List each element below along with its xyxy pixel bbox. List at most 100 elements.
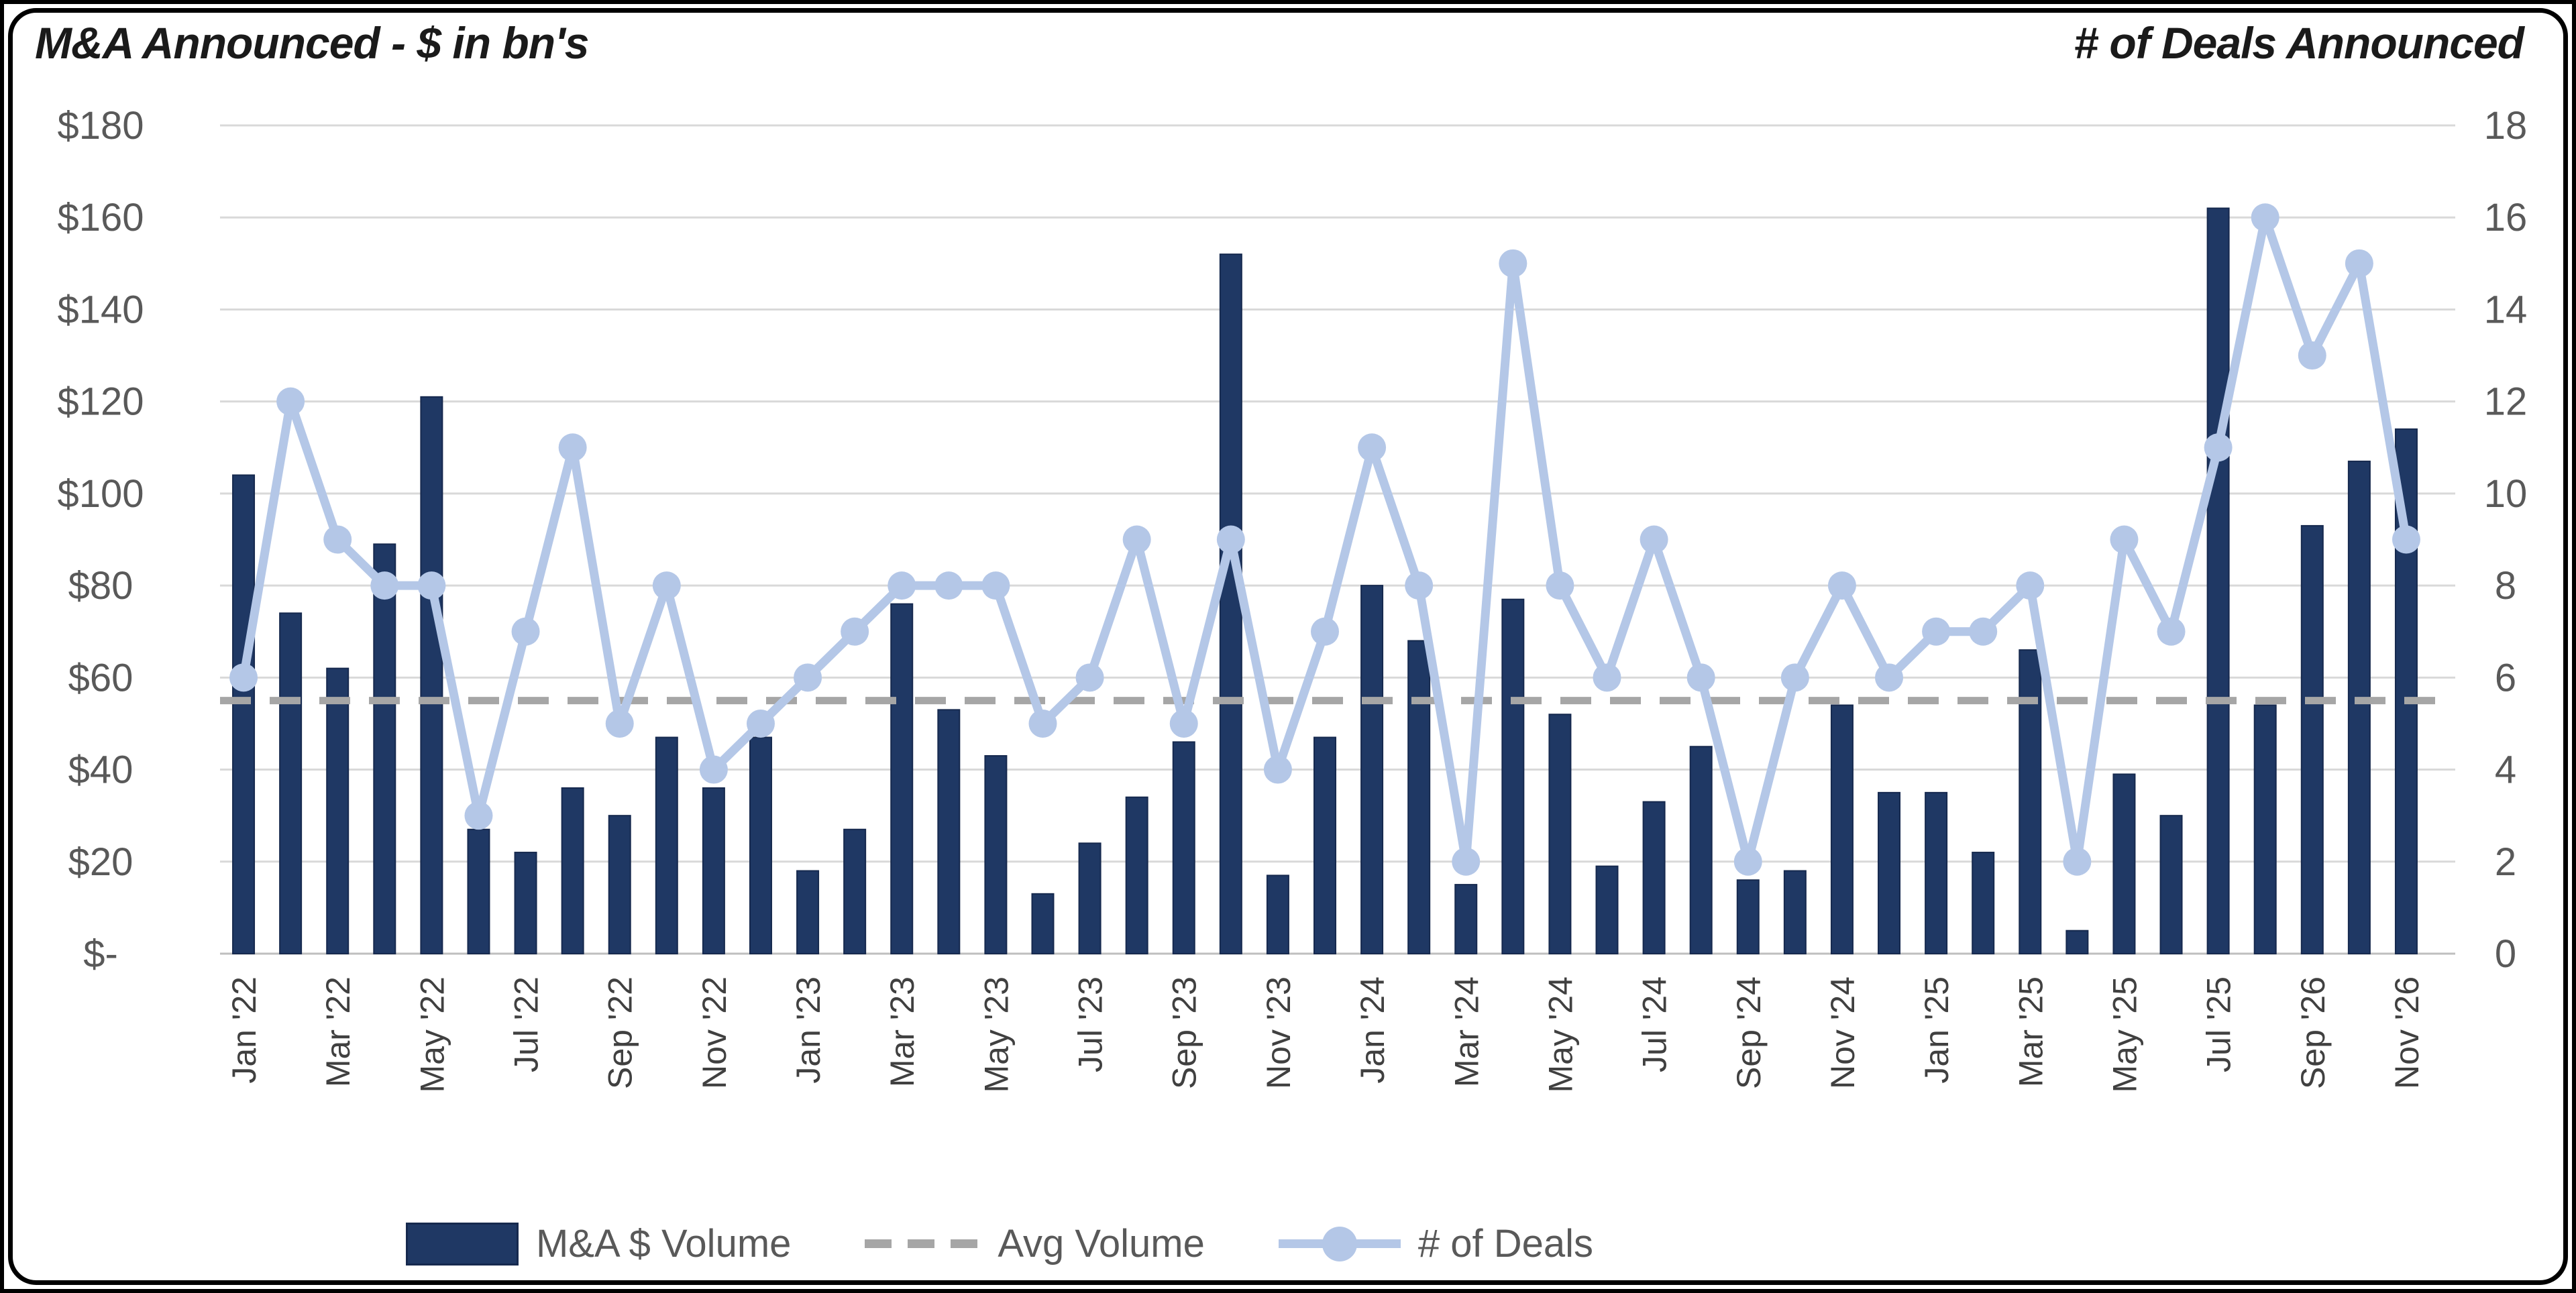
volume-bar (655, 736, 678, 954)
volume-bar (1736, 879, 1760, 954)
x-axis-tick: Mar '22 (319, 976, 357, 1087)
deals-marker (1216, 525, 1245, 554)
deals-marker (1593, 663, 1621, 692)
x-axis-tick: Mar '25 (2012, 976, 2049, 1087)
left-axis-tick: $20 (68, 840, 133, 884)
deals-marker (2345, 249, 2373, 278)
x-axis-tick: Jan '23 (790, 976, 827, 1084)
x-axis-tick: Sep '24 (1730, 976, 1768, 1089)
volume-bar (1454, 884, 1478, 955)
x-axis-tick: Jan '24 (1354, 976, 1391, 1084)
legend-item-volume: M&A $ Volume (405, 1221, 792, 1266)
volume-bar (1125, 796, 1148, 954)
volume-bar (2206, 207, 2230, 954)
volume-bar (2065, 930, 2089, 955)
volume-bar (937, 709, 961, 954)
deals-marker (934, 571, 963, 600)
left-axis-tick: $100 (57, 472, 144, 516)
x-axis-tick: May '25 (2106, 976, 2143, 1093)
volume-bar (890, 603, 914, 954)
volume-bar (279, 612, 303, 954)
deals-marker (1875, 663, 1904, 692)
deals-marker (417, 571, 446, 600)
volume-bar (2253, 704, 2277, 954)
deals-marker (1405, 571, 1434, 600)
x-axis-tick: May '22 (413, 976, 451, 1093)
deals-marker (1311, 617, 1339, 646)
deals-marker (1780, 663, 1809, 692)
volume-bar (1360, 585, 1384, 954)
x-axis-tick: Jul '25 (2200, 976, 2238, 1072)
deals-marker (1969, 617, 1998, 646)
legend-volume-label: M&A $ Volume (535, 1222, 792, 1266)
volume-bar (232, 474, 256, 954)
volume-bar (1407, 640, 1431, 954)
volume-bar (1878, 791, 1901, 954)
x-axis-tick: Sep '22 (602, 976, 639, 1089)
deals-marker (229, 663, 258, 692)
x-axis-tick: May '24 (1542, 976, 1579, 1093)
left-axis-tick: $140 (57, 288, 144, 331)
volume-bar (467, 828, 490, 954)
x-axis-tick: Nov '24 (1824, 976, 1862, 1089)
deals-marker (888, 571, 916, 600)
volume-bar (326, 667, 350, 954)
right-axis-tick: 6 (2495, 656, 2516, 699)
volume-bar (984, 754, 1008, 954)
volume-bar (2019, 649, 2042, 955)
deals-marker (2157, 617, 2186, 646)
deals-marker (2110, 525, 2139, 554)
x-axis-tick: Jul '22 (508, 976, 545, 1072)
volume-bar (1313, 736, 1336, 954)
right-axis-tick: 18 (2484, 104, 2528, 148)
deals-marker (2392, 525, 2420, 554)
volume-bar (1783, 870, 1807, 954)
volume-bar (796, 870, 820, 954)
deals-marker (1028, 709, 1057, 738)
deals-marker (1922, 617, 1951, 646)
deals-marker (1733, 847, 1762, 876)
deals-marker (981, 571, 1010, 600)
deals-marker (370, 571, 399, 600)
right-axis-tick: 10 (2484, 472, 2528, 516)
deals-marker (323, 525, 352, 554)
deals-marker (2016, 571, 2045, 600)
volume-bar (2159, 815, 2183, 954)
volume-swatch-icon (405, 1222, 519, 1266)
right-axis-tick: 16 (2484, 196, 2528, 239)
volume-bar (1595, 865, 1619, 955)
x-axis-tick: Nov '23 (1260, 976, 1297, 1089)
volume-bar (1219, 254, 1242, 955)
deals-marker (1452, 847, 1481, 876)
x-axis-tick: Jul '24 (1636, 976, 1674, 1072)
right-axis-tick: 4 (2495, 748, 2516, 792)
legend: M&A $ Volume Avg Volume # of Deals (0, 1221, 2288, 1266)
x-axis-tick: Mar '23 (883, 976, 921, 1087)
deals-marker (699, 755, 728, 784)
x-axis-tick: May '23 (977, 976, 1015, 1093)
deals-marker (652, 571, 681, 600)
volume-bar (1078, 842, 1102, 955)
deals-marker (1499, 249, 1527, 278)
deals-marker (1169, 709, 1198, 738)
volume-bar (843, 828, 867, 954)
deals-marker (841, 617, 869, 646)
x-axis-tick: Jul '23 (1072, 976, 1110, 1072)
deals-marker (605, 709, 634, 738)
deals-marker-icon (1322, 1226, 1357, 1261)
left-axis-tick: $60 (68, 656, 133, 699)
deals-marker (2298, 341, 2326, 370)
right-axis-tick: 8 (2495, 564, 2516, 608)
deals-marker (1546, 571, 1574, 600)
left-axis-tick: $80 (68, 564, 133, 608)
deals-marker (511, 617, 540, 646)
volume-bar (1972, 852, 1995, 954)
volume-bar (702, 787, 725, 954)
deals-marker (1263, 755, 1292, 784)
right-axis-tick: 0 (2495, 932, 2516, 976)
legend-deals-label: # of Deals (1417, 1222, 1594, 1266)
volume-bar (1830, 704, 1854, 954)
legend-avg-label: Avg Volume (998, 1222, 1205, 1266)
deals-marker (1640, 525, 1668, 554)
